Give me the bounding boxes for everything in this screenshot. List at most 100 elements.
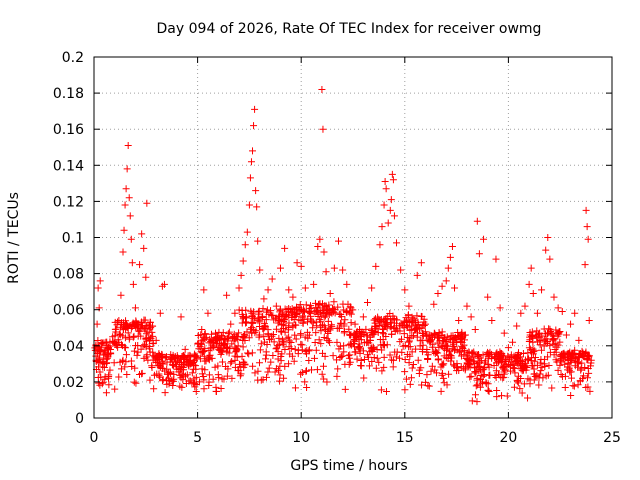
y-tick-label: 0.14 [53, 158, 84, 174]
x-tick-label: 0 [90, 430, 99, 446]
data-point [188, 369, 196, 377]
data-point [311, 338, 319, 346]
data-point [401, 342, 409, 350]
data-point [169, 377, 177, 385]
data-point [275, 334, 283, 342]
data-point [396, 354, 404, 362]
data-point [340, 342, 348, 350]
data-point [122, 185, 130, 193]
data-point [492, 255, 500, 263]
axis-ticks: 0 0.02 0.04 0.06 0.08 0.1 0.12 0.14 0.16 0.18 0.2 0… [53, 50, 621, 446]
data-point [214, 371, 222, 379]
data-point [470, 357, 478, 365]
data-point [406, 326, 414, 334]
data-point [389, 363, 397, 371]
data-point [274, 342, 282, 350]
data-point [305, 331, 313, 339]
data-point [255, 359, 263, 367]
data-point [426, 331, 434, 339]
data-point [577, 366, 585, 374]
data-point [359, 313, 367, 321]
data-point [146, 322, 154, 330]
data-point [191, 353, 199, 361]
data-point [223, 291, 231, 299]
data-point [449, 332, 457, 340]
data-point [341, 316, 349, 324]
data-point [380, 363, 388, 371]
data-point [524, 394, 532, 402]
data-point [310, 280, 318, 288]
data-point [442, 277, 450, 285]
data-point [124, 329, 132, 337]
data-point [319, 308, 327, 316]
data-point [211, 334, 219, 342]
data-point [121, 201, 129, 209]
data-point [119, 356, 127, 364]
data-point [127, 357, 135, 365]
data-point [220, 375, 228, 383]
data-point [493, 349, 501, 357]
data-point [95, 363, 103, 371]
data-point [373, 354, 381, 362]
data-point [446, 351, 454, 359]
data-point [245, 201, 253, 209]
data-point [333, 356, 341, 364]
data-point [97, 373, 105, 381]
data-point [231, 356, 239, 364]
data-point [471, 391, 479, 399]
data-point [473, 376, 481, 384]
data-point [423, 348, 431, 356]
data-point [468, 397, 476, 405]
data-point [287, 339, 295, 347]
data-point [314, 243, 322, 251]
data-point [297, 331, 305, 339]
data-point [166, 368, 174, 376]
data-point [339, 266, 347, 274]
data-point [165, 374, 173, 382]
data-point [388, 330, 396, 338]
data-point [288, 352, 296, 360]
y-tick-label: 0.08 [53, 267, 84, 283]
data-point [291, 345, 299, 353]
data-point [319, 125, 327, 133]
data-point [140, 244, 148, 252]
data-point [143, 199, 151, 207]
data-point [234, 367, 242, 375]
data-point [144, 356, 152, 364]
data-point [343, 308, 351, 316]
data-point [523, 363, 531, 371]
data-point [536, 370, 544, 378]
data-point [527, 264, 535, 272]
data-point [259, 305, 267, 313]
data-point [319, 349, 327, 357]
data-point [335, 345, 343, 353]
data-point [221, 340, 229, 348]
data-point [351, 320, 359, 328]
data-point [430, 300, 438, 308]
data-point [582, 206, 590, 214]
data-point [320, 248, 328, 256]
data-point [424, 332, 432, 340]
data-point [278, 321, 286, 329]
data-point [317, 340, 325, 348]
data-point [404, 311, 412, 319]
data-point [312, 346, 320, 354]
data-point [388, 170, 396, 178]
data-point [179, 372, 187, 380]
data-point [246, 174, 254, 182]
data-point [323, 335, 331, 343]
data-point [363, 338, 371, 346]
data-point [391, 348, 399, 356]
data-point [567, 354, 575, 362]
data-point [117, 291, 125, 299]
data-point [583, 223, 591, 231]
data-point [518, 389, 526, 397]
data-point [177, 313, 185, 321]
data-point [468, 353, 476, 361]
data-point [245, 350, 253, 358]
data-point [403, 333, 411, 341]
data-point [583, 374, 591, 382]
data-point [302, 301, 310, 309]
data-point [437, 387, 445, 395]
data-point [398, 335, 406, 343]
